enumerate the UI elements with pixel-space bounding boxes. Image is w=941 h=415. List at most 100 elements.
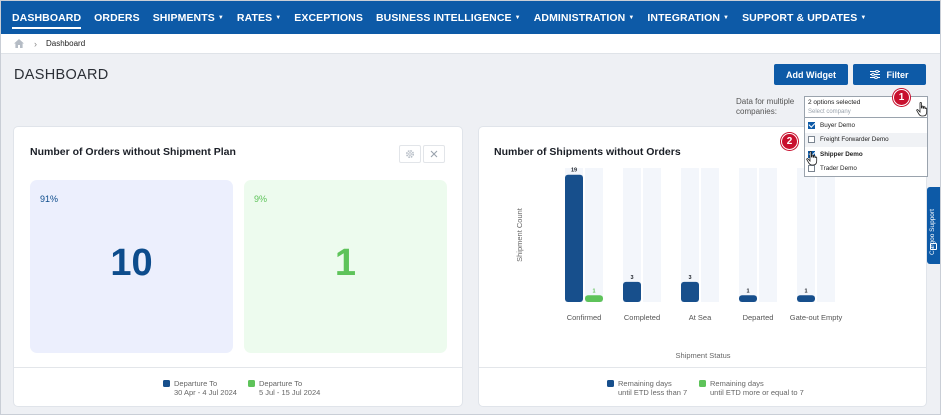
bar-background-slot bbox=[701, 168, 719, 302]
bar-value-label: 1 bbox=[804, 288, 807, 294]
company-select-label: Data for multiple companies: bbox=[736, 97, 795, 116]
x-tick-label: Departed bbox=[743, 313, 774, 322]
nav-item-label: RATES bbox=[236, 11, 273, 24]
legend-sublabel: until ETD less than 7 bbox=[618, 388, 688, 397]
nav-item-integration[interactable]: INTEGRATION ▼ bbox=[647, 12, 729, 24]
widget-legend: Departure To 30 Apr - 4 Jul 2024 Departu… bbox=[14, 367, 462, 406]
breadcrumb: › Dashboard bbox=[1, 34, 940, 54]
legend-swatch bbox=[163, 380, 170, 387]
nav-item-rates[interactable]: RATES ▼ bbox=[237, 12, 281, 24]
bar-at-sea-series-0 bbox=[681, 281, 699, 302]
bar-value-label: 1 bbox=[592, 288, 595, 294]
home-icon[interactable] bbox=[14, 39, 24, 48]
step-marker-1: 1 bbox=[893, 89, 910, 106]
company-option-freight-forwarder-demo[interactable]: Freight Forwarder Demo bbox=[805, 132, 927, 147]
caret-down-icon: ▼ bbox=[217, 14, 224, 21]
cargoo-support-tab[interactable]: Cargoo Support bbox=[927, 187, 940, 264]
filter-label: Filter bbox=[886, 69, 909, 80]
legend-label: Departure To bbox=[259, 379, 303, 388]
nav-item-label: SHIPMENTS bbox=[152, 11, 215, 24]
gear-icon bbox=[405, 149, 415, 159]
bar-departed-series-0 bbox=[739, 295, 757, 302]
nav-item-shipments[interactable]: SHIPMENTS ▼ bbox=[153, 12, 224, 24]
close-icon bbox=[430, 150, 438, 158]
page-title: DASHBOARD bbox=[14, 67, 109, 83]
bar-background-slot bbox=[681, 168, 699, 302]
legend-sublabel: until ETD more or equal to 7 bbox=[710, 388, 804, 397]
filter-button[interactable]: Filter bbox=[853, 64, 926, 85]
support-tab-label: Cargoo Support bbox=[929, 209, 936, 255]
add-widget-label: Add Widget bbox=[786, 69, 836, 80]
option-label: Freight Forwarder Demo bbox=[820, 136, 889, 144]
bar-confirmed-series-0 bbox=[565, 174, 583, 302]
legend-swatch bbox=[607, 380, 614, 387]
x-axis-label: Shipment Status bbox=[675, 351, 730, 360]
caret-down-icon: ▼ bbox=[860, 14, 867, 21]
company-option-trader-demo[interactable]: Trader Demo bbox=[805, 162, 927, 177]
kpi-percent: 91% bbox=[40, 194, 59, 204]
legend-swatch bbox=[248, 380, 255, 387]
nav-item-label: SUPPORT & UPDATES bbox=[742, 11, 858, 24]
widget-settings-button[interactable] bbox=[399, 145, 421, 163]
x-tick-label: Confirmed bbox=[567, 313, 602, 322]
legend-item-departure-late[interactable]: Departure To 5 Jul - 15 Jul 2024 bbox=[248, 379, 321, 397]
legend-item-less-than-7[interactable]: Remaining days until ETD less than 7 bbox=[607, 379, 688, 397]
nav-item-label: ADMINISTRATION bbox=[533, 11, 626, 24]
x-tick-label: At Sea bbox=[689, 313, 712, 322]
bar-completed-series-0 bbox=[623, 281, 641, 302]
add-widget-button[interactable]: Add Widget bbox=[774, 64, 848, 85]
checkbox[interactable] bbox=[808, 136, 815, 144]
legend-swatch bbox=[699, 380, 706, 387]
breadcrumb-current: Dashboard bbox=[46, 39, 86, 48]
x-tick-label: Completed bbox=[624, 313, 660, 322]
orders-without-shipment-plan-widget: Number of Orders without Shipment Plan 9… bbox=[14, 127, 462, 406]
bar-background-slot bbox=[759, 168, 777, 302]
legend-label: Remaining days bbox=[710, 379, 764, 388]
caret-down-icon: ▼ bbox=[514, 14, 521, 21]
kpi-tile-departure-late[interactable]: 9% 1 bbox=[244, 180, 447, 353]
bar-background-slot bbox=[739, 168, 757, 302]
nav-item-exceptions[interactable]: EXCEPTIONS bbox=[294, 12, 363, 24]
x-tick-label: Gate-out Empty bbox=[790, 313, 843, 322]
nav-item-administration[interactable]: ADMINISTRATION ▼ bbox=[534, 12, 635, 24]
nav-item-support-updates[interactable]: SUPPORT & UPDATES ▼ bbox=[742, 12, 866, 24]
caret-down-icon: ▼ bbox=[628, 14, 635, 21]
shipments-bar-chart: 19 1 Confirmed 3 Completed 3 At Sea 1 Departed 1 G… bbox=[515, 168, 843, 360]
legend-item-departure-early[interactable]: Departure To 30 Apr - 4 Jul 2024 bbox=[163, 379, 237, 397]
hand-cursor-icon bbox=[916, 102, 928, 117]
nav-item-dashboard[interactable]: DASHBOARD bbox=[12, 7, 82, 29]
option-label: Trader Demo bbox=[820, 165, 857, 173]
bar-confirmed-series-1 bbox=[585, 295, 603, 302]
bar-background-slot bbox=[817, 168, 835, 302]
option-label: Shipper Demo bbox=[820, 150, 863, 158]
legend-sublabel: 5 Jul - 15 Jul 2024 bbox=[259, 388, 321, 397]
checkbox[interactable] bbox=[808, 121, 815, 129]
company-option-buyer-demo[interactable]: Buyer Demo bbox=[805, 118, 927, 133]
nav-item-label: BUSINESS INTELLIGENCE bbox=[375, 11, 512, 24]
widget-title: Number of Shipments without Orders bbox=[494, 146, 681, 158]
hand-cursor-icon bbox=[806, 151, 818, 166]
widget-legend: Remaining days until ETD less than 7 Rem… bbox=[479, 367, 926, 406]
bar-background-slot bbox=[623, 168, 641, 302]
bar-value-label: 3 bbox=[630, 275, 633, 281]
caret-down-icon: ▼ bbox=[275, 14, 282, 21]
nav-item-orders[interactable]: ORDERS bbox=[94, 12, 140, 24]
bar-gate-out-empty-series-0 bbox=[797, 295, 815, 302]
bar-background-slot bbox=[643, 168, 661, 302]
legend-item-more-or-equal-7[interactable]: Remaining days until ETD more or equal t… bbox=[699, 379, 804, 397]
y-axis-label: Shipment Count bbox=[515, 207, 524, 262]
checkbox[interactable] bbox=[808, 165, 815, 173]
nav-item-label: DASHBOARD bbox=[12, 11, 82, 24]
company-option-shipper-demo[interactable]: Shipper Demo bbox=[805, 147, 927, 162]
option-label: Buyer Demo bbox=[820, 121, 855, 129]
nav-item-label: INTEGRATION bbox=[647, 11, 721, 24]
breadcrumb-separator: › bbox=[34, 38, 37, 49]
legend-label: Remaining days bbox=[618, 379, 672, 388]
kpi-tile-departure-early[interactable]: 91% 10 bbox=[30, 180, 233, 353]
step-marker-2: 2 bbox=[781, 133, 798, 150]
bar-background-slot bbox=[797, 168, 815, 302]
widget-close-button[interactable] bbox=[423, 145, 445, 163]
nav-item-business-intelligence[interactable]: BUSINESS INTELLIGENCE ▼ bbox=[376, 12, 521, 24]
kpi-value: 1 bbox=[334, 242, 357, 284]
